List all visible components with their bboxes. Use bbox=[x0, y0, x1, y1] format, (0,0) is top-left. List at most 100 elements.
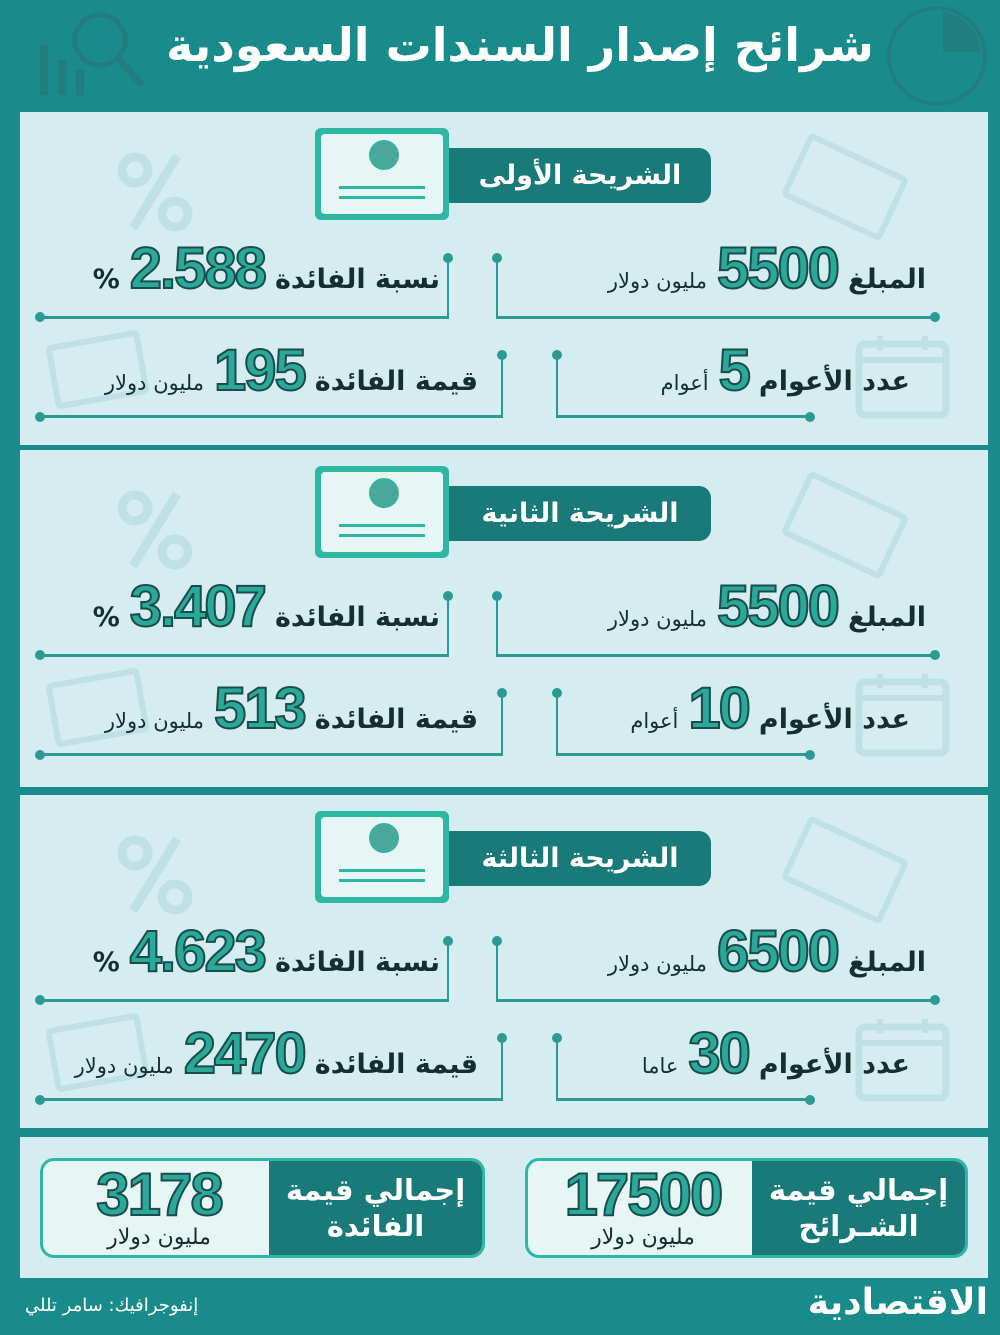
logo: الاقتصادية bbox=[807, 1282, 988, 1323]
rate-unit: % bbox=[92, 602, 120, 633]
connector-line bbox=[40, 753, 503, 756]
connector-dot bbox=[930, 312, 940, 322]
connector-line bbox=[40, 316, 449, 319]
connector-line bbox=[501, 355, 503, 417]
connector-line bbox=[496, 654, 936, 657]
header: شرائح إصدار السندات السعودية bbox=[0, 0, 1000, 106]
years-label: عدد الأعوام bbox=[758, 1049, 910, 1080]
rate-unit: % bbox=[92, 264, 120, 295]
connector-line bbox=[496, 316, 936, 319]
amount-label: المبلغ bbox=[848, 947, 926, 978]
money-stack-icon bbox=[780, 132, 910, 242]
connector-dot bbox=[930, 995, 940, 1005]
rate-item: نسبة الفائدة 4.623 % bbox=[92, 919, 440, 984]
tranche-panel: الشريحة الثالثة المبلغ 6500 مليون دولار … bbox=[20, 795, 988, 1128]
connector-line bbox=[501, 693, 503, 755]
connector-dot bbox=[35, 995, 45, 1005]
years-label: عدد الأعوام bbox=[758, 704, 910, 735]
connector-line bbox=[447, 258, 449, 318]
connector-line bbox=[447, 941, 449, 1001]
tranche-title: الشريحة الأولى bbox=[449, 148, 711, 203]
rate-label: نسبة الفائدة bbox=[274, 602, 440, 633]
certificate-icon bbox=[315, 128, 449, 220]
connector-line bbox=[556, 753, 811, 756]
total-interest-unit: مليون دولار bbox=[107, 1225, 211, 1250]
connector-dot bbox=[805, 1095, 815, 1105]
total-interest-label: إجمالي قيمة الفائدة bbox=[269, 1161, 482, 1255]
amount-item: المبلغ 5500 مليون دولار bbox=[607, 239, 926, 299]
certificate-icon bbox=[315, 811, 449, 903]
amount-label: المبلغ bbox=[848, 264, 926, 295]
money-search-chart-icon bbox=[40, 12, 145, 95]
connector-line bbox=[556, 1038, 558, 1100]
connector-line bbox=[40, 1098, 503, 1101]
amount-value: 6500 bbox=[716, 919, 841, 984]
connector-dot bbox=[35, 412, 45, 422]
credit: إنفوجرافيك: سامر تللي bbox=[25, 1295, 199, 1316]
totals-panel: إجمالي قيمة الشـرائح 17500 مليون دولار إ… bbox=[20, 1137, 988, 1278]
interest-value: 195 bbox=[213, 338, 308, 403]
certificate-icon bbox=[315, 466, 449, 558]
total-interest-value: 3178 bbox=[95, 1161, 224, 1228]
connector-line bbox=[40, 415, 503, 418]
connector-dot bbox=[35, 1095, 45, 1105]
interest-unit: مليون دولار bbox=[104, 371, 204, 395]
money-stack-icon bbox=[780, 470, 910, 580]
years-value: 30 bbox=[687, 1021, 751, 1086]
rate-unit: % bbox=[92, 947, 120, 978]
rate-value: 3.407 bbox=[129, 574, 268, 639]
years-item: عدد الأعوام 30 عاما bbox=[641, 1021, 910, 1086]
amount-label: المبلغ bbox=[848, 602, 926, 633]
connector-line bbox=[556, 693, 558, 755]
connector-line bbox=[447, 596, 449, 656]
connector-line bbox=[556, 355, 558, 417]
connector-dot bbox=[35, 750, 45, 760]
rate-value: 4.623 bbox=[129, 919, 268, 984]
total-tranches-unit: مليون دولار bbox=[591, 1225, 695, 1250]
tranche-panel: الشريحة الثانية المبلغ 5500 مليون دولار … bbox=[20, 450, 988, 787]
years-item: عدد الأعوام 5 أعوام bbox=[661, 338, 910, 403]
interest-value: 513 bbox=[213, 676, 308, 741]
connector-dot bbox=[930, 650, 940, 660]
interest-unit: مليون دولار bbox=[74, 1054, 174, 1078]
years-unit: عاما bbox=[641, 1054, 679, 1078]
connector-line bbox=[496, 258, 498, 318]
connector-line bbox=[501, 1038, 503, 1100]
connector-dot bbox=[35, 312, 45, 322]
years-item: عدد الأعوام 10 أعوام bbox=[630, 676, 910, 741]
rate-label: نسبة الفائدة bbox=[274, 264, 440, 295]
connector-line bbox=[40, 999, 449, 1002]
interest-item: قيمة الفائدة 513 مليون دولار bbox=[104, 676, 478, 741]
pie-chart-icon bbox=[887, 6, 987, 106]
interest-label: قيمة الفائدة bbox=[314, 704, 478, 735]
rate-item: نسبة الفائدة 3.407 % bbox=[92, 574, 440, 639]
years-value: 5 bbox=[718, 338, 752, 403]
connector-dot bbox=[805, 412, 815, 422]
interest-value: 2470 bbox=[183, 1021, 308, 1086]
rate-value: 2.588 bbox=[129, 236, 268, 301]
total-interest-box: إجمالي قيمة الفائدة 3178 مليون دولار bbox=[40, 1158, 485, 1258]
amount-unit: مليون دولار bbox=[607, 607, 707, 631]
money-stack-icon bbox=[780, 815, 910, 925]
rate-item: نسبة الفائدة 2.588 % bbox=[92, 236, 440, 301]
interest-label: قيمة الفائدة bbox=[314, 1049, 478, 1080]
connector-line bbox=[496, 941, 498, 1001]
total-tranches-box: إجمالي قيمة الشـرائح 17500 مليون دولار bbox=[525, 1158, 968, 1258]
total-tranches-label: إجمالي قيمة الشـرائح bbox=[752, 1161, 965, 1255]
connector-dot bbox=[805, 750, 815, 760]
connector-line bbox=[40, 654, 449, 657]
connector-line bbox=[556, 1098, 811, 1101]
amount-unit: مليون دولار bbox=[607, 269, 707, 293]
calendar-icon bbox=[855, 336, 950, 419]
percent-icon bbox=[117, 490, 193, 570]
interest-item: قيمة الفائدة 195 مليون دولار bbox=[104, 338, 478, 403]
interest-unit: مليون دولار bbox=[104, 709, 204, 733]
amount-value: 5500 bbox=[716, 574, 841, 639]
interest-item: قيمة الفائدة 2470 مليون دولار bbox=[74, 1021, 478, 1086]
connector-dot bbox=[35, 650, 45, 660]
amount-unit: مليون دولار bbox=[607, 952, 707, 976]
calendar-icon bbox=[855, 674, 950, 757]
page-title: شرائح إصدار السندات السعودية bbox=[166, 18, 874, 72]
years-value: 10 bbox=[687, 676, 751, 741]
interest-label: قيمة الفائدة bbox=[314, 366, 478, 397]
